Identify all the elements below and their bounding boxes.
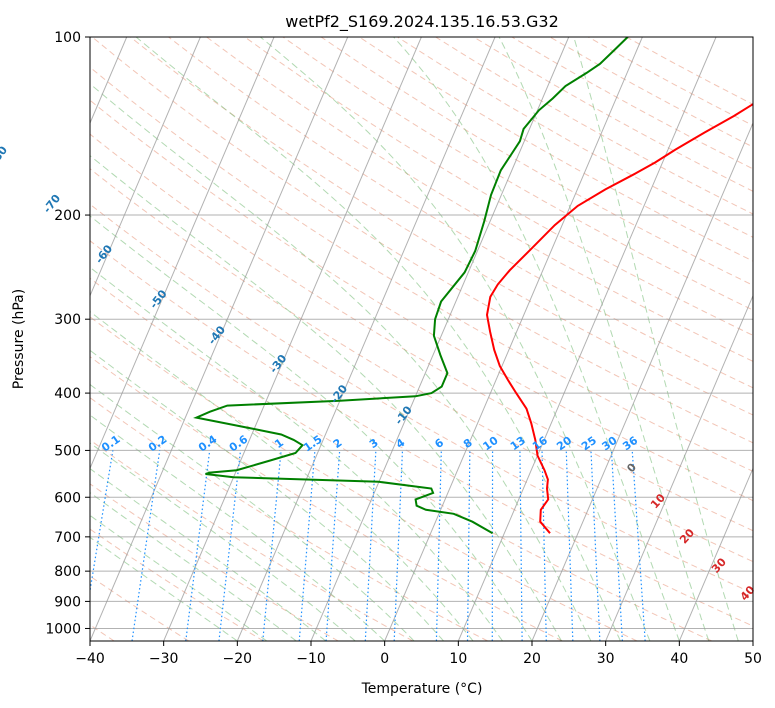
moist-adiabat — [90, 491, 297, 641]
isotherm-line — [163, 37, 422, 641]
x-tick-label: −30 — [149, 651, 179, 667]
temperature-profile-line — [485, 102, 753, 534]
moist-adiabat — [498, 37, 710, 641]
isotherm-line — [605, 294, 753, 641]
chart-title: wetPf2_S169.2024.135.16.53.G32 — [285, 12, 559, 32]
y-axis-label: Pressure (hPa) — [11, 289, 27, 389]
dry-adiabat — [282, 37, 753, 311]
x-tick-label: 30 — [597, 651, 615, 667]
y-tick-label: 900 — [54, 594, 81, 610]
dry-adiabat — [90, 483, 339, 641]
mixing-ratio-line — [90, 450, 114, 595]
x-tick-label: 50 — [744, 651, 762, 667]
isotherm-line — [90, 37, 349, 641]
dry-adiabat — [129, 37, 753, 416]
moist-adiabat — [90, 266, 503, 641]
isotherm-line — [457, 37, 717, 641]
moist-adiabat — [90, 349, 444, 641]
x-axis: −40 −30 −20 −10 0 10 20 30 40 50 — [75, 641, 762, 667]
y-tick-label: 800 — [54, 564, 81, 580]
isotherm-line — [384, 37, 643, 641]
x-tick-label: 20 — [523, 651, 541, 667]
y-tick-label: 500 — [54, 443, 81, 459]
dry-adiabat — [90, 356, 563, 641]
moist-adiabat — [90, 514, 268, 641]
mixing-ratio-line — [185, 450, 211, 641]
dry-adiabat — [168, 37, 753, 389]
isotherm-line — [90, 37, 201, 297]
moist-adiabat — [90, 155, 562, 641]
moist-adiabat — [90, 442, 356, 641]
moist-adiabat — [393, 37, 680, 641]
moist-adiabat — [260, 37, 651, 641]
isotherm-line — [90, 37, 275, 470]
dewpoint-profile-line — [193, 37, 629, 535]
moist-adiabat — [90, 467, 327, 641]
x-tick-label: 40 — [670, 651, 688, 667]
dry-adiabat — [90, 99, 753, 502]
moist-adiabat — [90, 83, 592, 641]
x-axis-label: Temperature (°C) — [361, 681, 483, 697]
isotherm-line — [678, 467, 753, 641]
dry-adiabat — [90, 203, 753, 594]
x-tick-label: −10 — [296, 651, 326, 667]
isotherm-line — [236, 37, 496, 641]
y-axis: 100 200 300 400 500 600 700 800 900 1000 — [45, 30, 90, 637]
plot-area — [90, 37, 753, 641]
x-tick-label: 10 — [449, 651, 467, 667]
moist-adiabat — [90, 383, 415, 641]
y-tick-label: 600 — [54, 490, 81, 506]
dry-adiabat — [91, 37, 753, 444]
x-tick-label: 0 — [380, 651, 389, 667]
dry-adiabat — [90, 240, 753, 627]
dry-adiabat — [90, 528, 264, 641]
dry-adiabat — [244, 37, 753, 336]
x-tick-label: −40 — [75, 651, 105, 667]
y-tick-label: 300 — [54, 312, 81, 328]
y-tick-label: 200 — [54, 208, 81, 224]
dry-adiabat — [90, 133, 753, 532]
isotherm-line — [531, 121, 753, 641]
y-tick-label: 400 — [54, 386, 81, 402]
dry-adiabat — [90, 316, 638, 641]
isotherm-label: -80 — [0, 143, 10, 167]
y-tick-label: 100 — [54, 30, 81, 46]
series-lines — [193, 37, 753, 535]
plot-frame — [89, 36, 754, 642]
x-tick-label: −20 — [223, 651, 253, 667]
isotherm-line — [310, 37, 570, 641]
y-tick-label: 700 — [54, 530, 81, 546]
mixing-ratio-line — [131, 450, 161, 641]
y-tick-label: 1000 — [45, 621, 81, 637]
